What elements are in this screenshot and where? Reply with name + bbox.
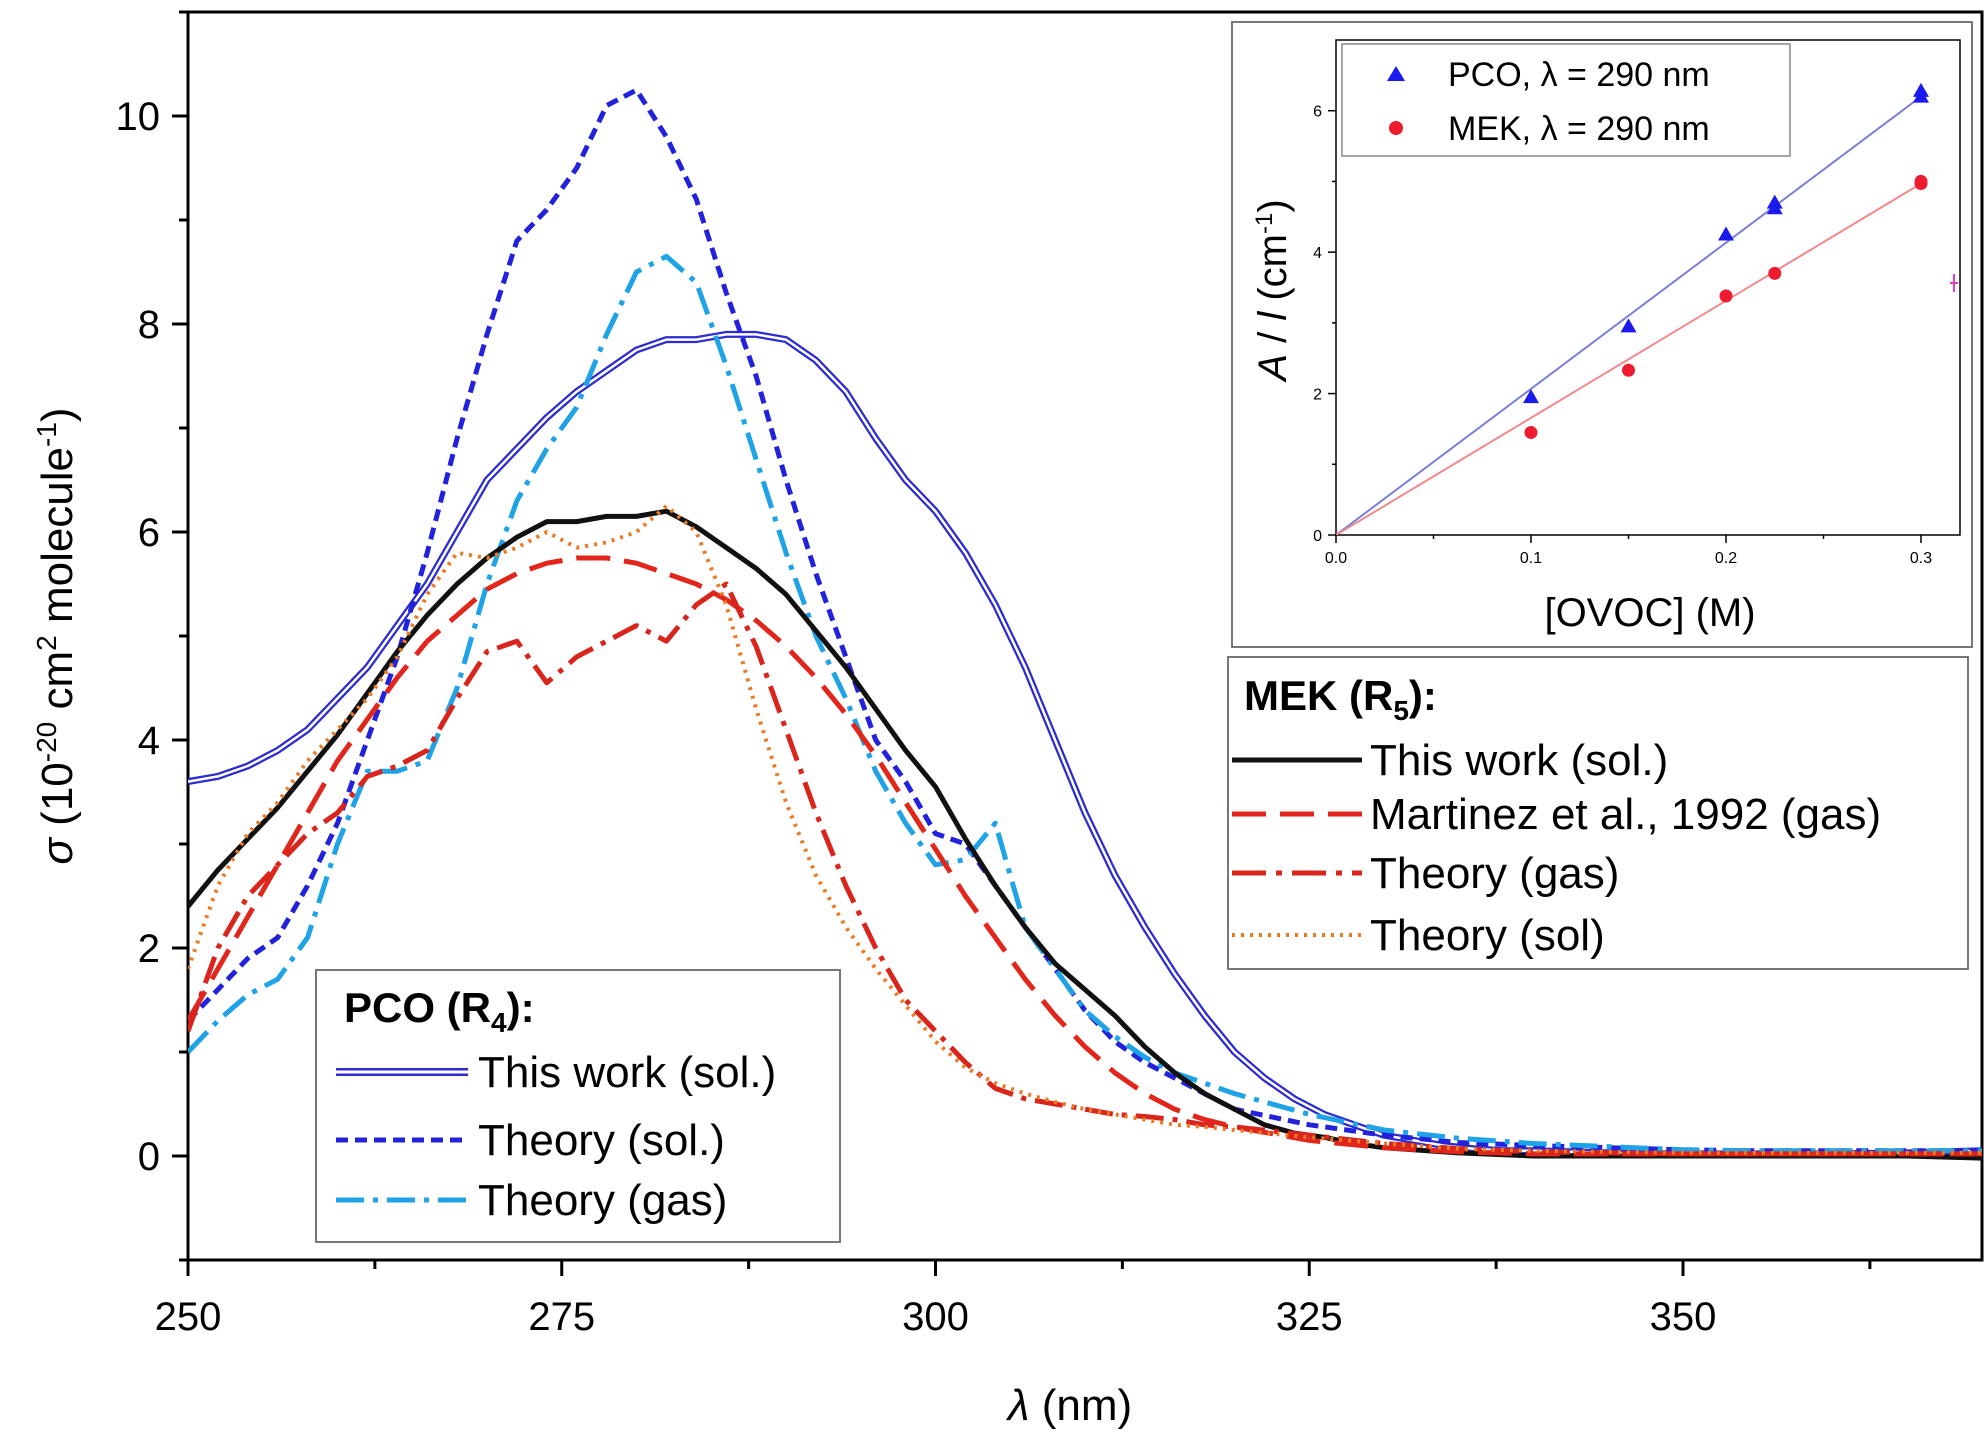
inset-fit-line-1 (1336, 95, 1922, 535)
legend-mek-entry-4: Theory (sol) (1232, 911, 1605, 960)
main-x-axis-title: λ (nm) (1006, 1381, 1132, 1430)
main-y-tick-label-6: 6 (138, 511, 160, 555)
inset-legend-label-mek: MEK, λ = 290 nm (1448, 110, 1710, 148)
inset-legend-label-pco: PCO, λ = 290 nm (1448, 56, 1710, 94)
main-y-tick-label-2: 2 (138, 927, 160, 971)
main-y-tick-label-4: 4 (138, 719, 160, 763)
inset-point-mek (1524, 425, 1538, 439)
main-series-layer (188, 87, 1982, 1161)
legend-mek-box (1227, 656, 1969, 970)
legend-pco: PCO (R4): This work (sol.) Theory (sol.)… (315, 969, 841, 1243)
inset-y-tick-label-4: 4 (1313, 245, 1322, 262)
inset-fit-line-2 (1336, 182, 1922, 535)
inset-y-axis-title: A / l (cm-1) (1251, 199, 1295, 382)
inset-x-tick-label-0.3: 0.3 (1910, 550, 1932, 567)
inset-legend: PCO, λ = 290 nm MEK, λ = 290 nm (1341, 43, 1791, 157)
inset-x-tick-label-0.1: 0.1 (1520, 550, 1542, 567)
inset-point-pco (1620, 318, 1637, 333)
legend-mek-entry-1: This work (sol.) (1232, 736, 1668, 785)
legend-mek-heading: MEK (R5): (1244, 672, 1437, 726)
main-y-tick-label-8: 8 (138, 303, 160, 347)
inset-point-mek (1719, 289, 1733, 303)
inset-legend-marker-mek (1389, 121, 1403, 135)
main-series-6-line (188, 581, 1982, 1157)
inset-y-tick-label-0: 0 (1313, 528, 1322, 545)
legend-pco-entry-2: Theory (sol.) (336, 1116, 725, 1165)
legend-pco-label-1: This work (sol.) (478, 1048, 776, 1097)
inset-point-mek (1622, 363, 1635, 377)
legend-pco-label-2: Theory (sol.) (478, 1116, 725, 1165)
legend-mek-label-2: Martinez et al., 1992 (gas) (1370, 790, 1881, 839)
inset-y-axis: 0 2 4 6 (1313, 104, 1336, 545)
legend-mek-entry-2: Martinez et al., 1992 (gas) (1232, 790, 1881, 839)
main-y-axis-title: σ (10-20 cm2 molecule-1) (31, 407, 82, 864)
main-series-2-line (188, 87, 1982, 1154)
main-y-axis: 0 2 4 6 8 10 (116, 10, 188, 1262)
legend-pco-entry-1: This work (sol.) (336, 1048, 776, 1097)
main-series-5-line (188, 555, 1982, 1157)
main-y-tick-label-10: 10 (116, 95, 161, 139)
main-x-tick-label-325: 325 (1276, 1295, 1343, 1339)
legend-pco-heading: PCO (R4): (344, 984, 535, 1038)
inset-point-pco (1913, 82, 1929, 97)
inset-x-axis-title: [OVOC] (M) (1544, 591, 1755, 635)
main-series-7-line (188, 504, 1982, 1155)
inset-point-mek (1768, 266, 1782, 280)
legend-mek-label-3: Theory (gas) (1370, 849, 1619, 898)
inset-stray-marker (1950, 274, 1958, 292)
main-x-axis-unit: (nm) (1042, 1381, 1132, 1430)
inset-legend-box (1341, 43, 1791, 157)
legend-mek: MEK (R5): This work (sol.) Martinez et a… (1227, 656, 1969, 970)
main-x-tick-label-250: 250 (155, 1295, 222, 1339)
inset-point-pco (1718, 226, 1734, 241)
main-y-tick-label-0: 0 (138, 1135, 160, 1179)
legend-mek-label-1: This work (sol.) (1370, 736, 1668, 785)
inset-point-pco (1523, 389, 1539, 404)
inset-plot-frame (1335, 39, 1961, 536)
legend-mek-label-4: Theory (sol) (1370, 911, 1605, 960)
legend-pco-box (315, 969, 841, 1243)
main-x-tick-label-350: 350 (1650, 1295, 1717, 1339)
inset-x-axis: 0.0 0.1 0.2 0.3 (1325, 535, 1932, 567)
legend-mek-entry-3: Theory (gas) (1232, 849, 1619, 898)
inset-point-pco (1766, 200, 1783, 215)
inset-y-tick-label-2: 2 (1313, 387, 1322, 404)
inset-y-tick-label-6: 6 (1313, 104, 1322, 121)
inset-legend-marker-pco (1387, 66, 1405, 81)
inset-point-mek (1914, 174, 1928, 188)
inset-chart: 0.0 0.1 0.2 0.3 0 2 4 6 [OVOC] (M) A / l (cm-1… (1231, 21, 1973, 648)
inset-x-tick-label-0.2: 0.2 (1715, 550, 1737, 567)
legend-pco-entry-3: Theory (gas) (336, 1176, 727, 1225)
legend-pco-label-3: Theory (gas) (478, 1176, 727, 1225)
main-x-axis: 250 275 300 325 350 (155, 1260, 1872, 1339)
main-chart: 250 275 300 325 350 0 2 4 6 8 10 λ (nm) σ (10-20 … (31, 10, 1984, 1430)
main-x-tick-label-275: 275 (528, 1295, 595, 1339)
inset-series-layer (1336, 82, 1929, 535)
inset-x-tick-label-0.0: 0.0 (1325, 550, 1347, 567)
main-x-tick-label-300: 300 (902, 1295, 969, 1339)
